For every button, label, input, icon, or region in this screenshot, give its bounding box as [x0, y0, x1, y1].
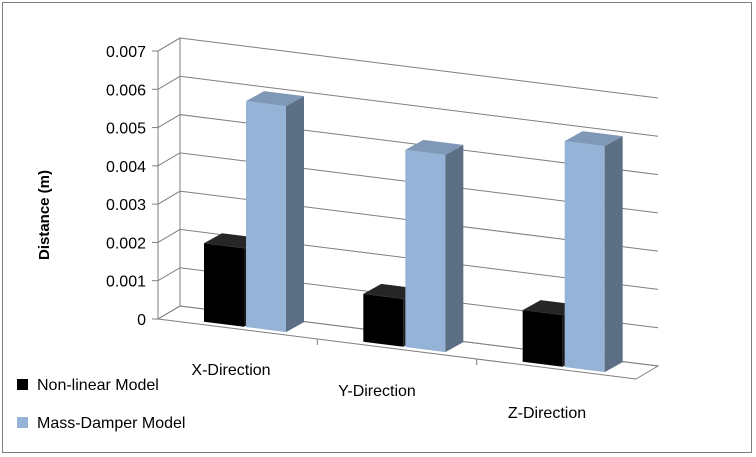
bar-side-face: [604, 136, 623, 373]
bar-front-face: [204, 243, 244, 327]
bar: [405, 139, 464, 353]
bar-chart: 0 0.001 0.002 0.003 0.004 0.005 0.006 0.007 X-D…: [17, 37, 660, 432]
bars: [204, 91, 623, 373]
y-tick-label: 0.007: [106, 44, 146, 61]
y-tick-label: 0.004: [106, 159, 146, 176]
gridline: [157, 37, 659, 99]
bar-front-face: [405, 149, 446, 353]
gridline: [157, 228, 659, 290]
x-category-label: Y-Direction: [338, 383, 416, 400]
gridline: [157, 75, 659, 137]
bar-side-face: [445, 144, 464, 353]
bar-top-face: [405, 139, 464, 155]
gridline: [157, 305, 659, 367]
side-wall: [157, 37, 181, 320]
legend-swatch: [17, 417, 28, 428]
bar-front-face: [246, 101, 286, 333]
y-tick-label: 0.001: [106, 274, 146, 291]
chart-frame: 0 0.001 0.002 0.003 0.004 0.005 0.006 0.007 X-D…: [2, 2, 752, 453]
bar: [564, 131, 623, 373]
y-tick-label: 0.005: [106, 121, 146, 138]
y-tick-label: 0.002: [106, 235, 146, 252]
y-tick-label: 0.003: [106, 197, 146, 214]
bar-front-face: [522, 310, 563, 367]
gridline: [157, 152, 659, 214]
x-category-label: X-Direction: [191, 362, 270, 379]
x-category-label: Z-Direction: [508, 405, 586, 422]
legend-label: Non-linear Model: [37, 377, 159, 394]
y-tick-label: 0.006: [106, 82, 146, 99]
gridline: [157, 267, 659, 329]
gridline: [157, 114, 659, 176]
legend-swatch: [17, 379, 28, 390]
legend: Non-linear Model Mass-Damper Model: [17, 377, 185, 432]
gridlines: [152, 37, 659, 367]
x-axis-categories: X-Direction Y-Direction Z-Direction: [191, 362, 586, 422]
bar-side-face: [286, 96, 304, 333]
bar-front-face: [363, 293, 404, 347]
y-axis-ticks: 0 0.001 0.002 0.003 0.004 0.005 0.006 0.007: [106, 44, 146, 329]
legend-label: Mass-Damper Model: [37, 415, 185, 432]
gridline: [157, 190, 659, 252]
y-tick-label: 0: [137, 312, 146, 329]
bar-top-face: [246, 91, 304, 107]
y-axis-label: Distance (m): [36, 170, 53, 260]
bar-top-face: [564, 131, 623, 147]
bar: [246, 91, 304, 333]
bar-front-face: [564, 141, 605, 373]
